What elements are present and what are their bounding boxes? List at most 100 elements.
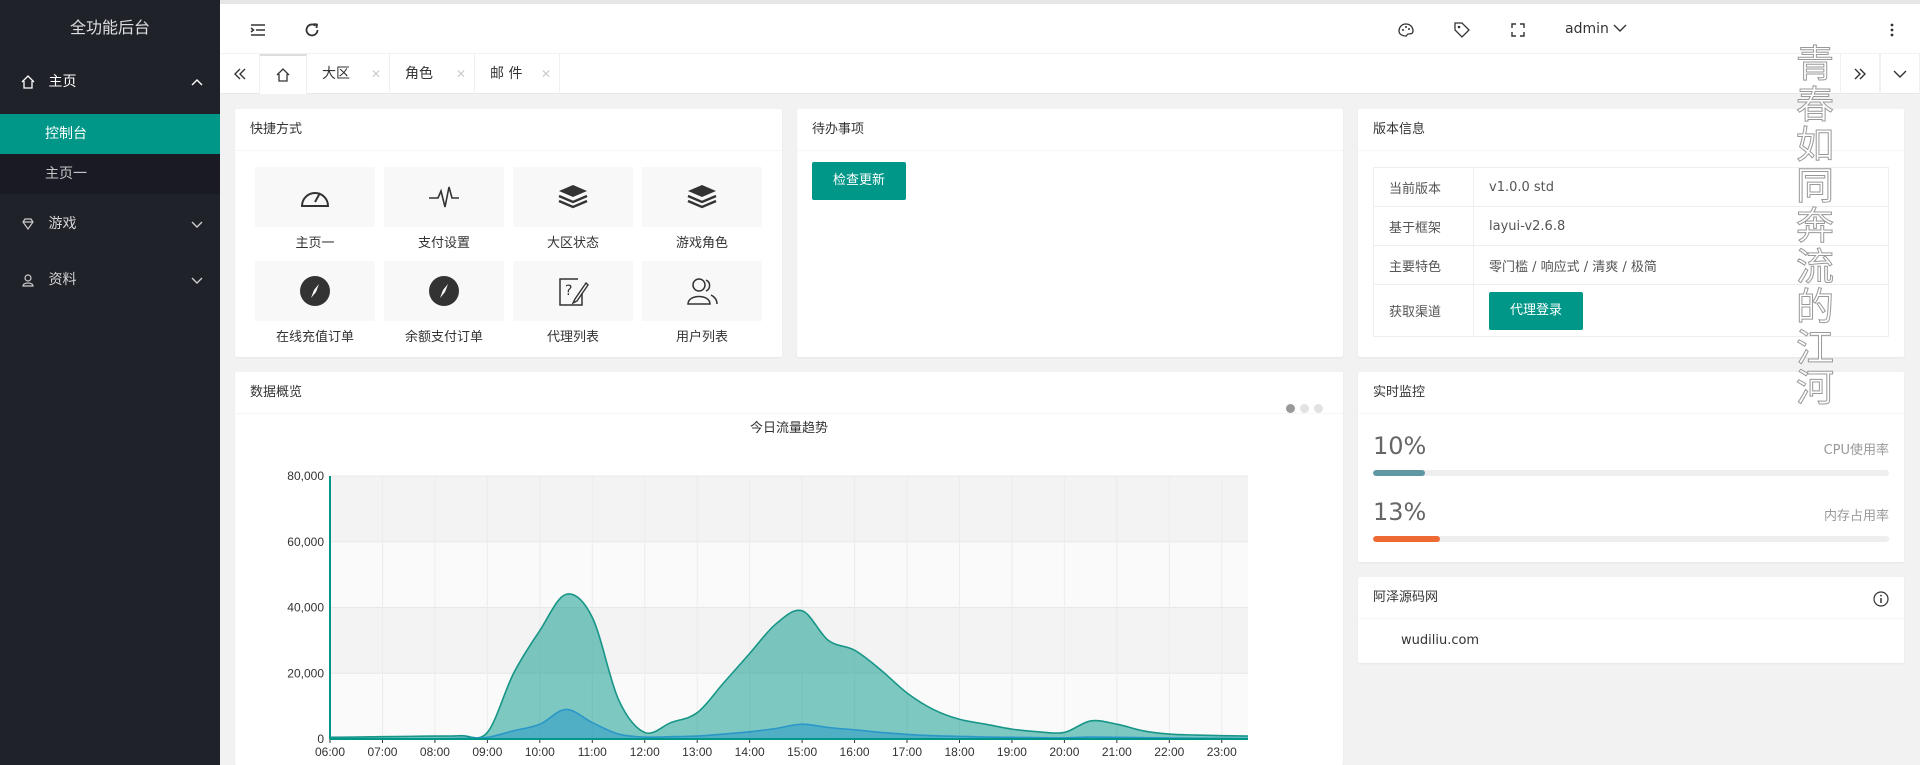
aze-card: 阿泽源码网 wudiliu.com bbox=[1358, 577, 1904, 663]
table-row: 基于框架 layui-v2.6.8 bbox=[1373, 206, 1889, 246]
cpu-progress bbox=[1373, 470, 1889, 476]
close-icon[interactable]: ✕ bbox=[540, 67, 551, 81]
sidebar-item-home[interactable]: 主页 bbox=[0, 56, 220, 108]
carousel-dot[interactable] bbox=[1300, 404, 1309, 413]
fullscreen-button[interactable] bbox=[1506, 18, 1530, 42]
sidebar-item-game[interactable]: 游戏 bbox=[0, 198, 220, 250]
aze-link[interactable]: wudiliu.com bbox=[1401, 633, 1480, 648]
check-update-button[interactable]: 检查更新 bbox=[812, 162, 906, 200]
shortcuts-card: 快捷方式 主页一 支付设置 大区状态 游戏角色 在线充值订单 余额支付订单 ? … bbox=[235, 109, 782, 357]
x-tick-label: 15:00 bbox=[787, 745, 817, 759]
tab-home[interactable] bbox=[260, 54, 307, 94]
y-tick-label: 0 bbox=[317, 732, 324, 746]
username: admin bbox=[1565, 21, 1609, 37]
x-tick-label: 17:00 bbox=[892, 745, 922, 759]
shortcut-home-one[interactable] bbox=[255, 167, 375, 227]
version-card: 版本信息 当前版本 v1.0.0 std 基于框架 layui-v2.6.8 主… bbox=[1358, 109, 1904, 357]
diamond-icon bbox=[22, 218, 34, 231]
table-row: 当前版本 v1.0.0 std bbox=[1373, 167, 1889, 207]
card-title: 版本信息 bbox=[1358, 109, 1904, 151]
tab-region[interactable]: 大区 ✕ bbox=[307, 54, 390, 94]
x-tick-label: 10:00 bbox=[525, 745, 555, 759]
y-tick-label: 60,000 bbox=[287, 535, 324, 549]
table-cell-key: 基于框架 bbox=[1373, 206, 1474, 246]
x-tick-label: 18:00 bbox=[944, 745, 974, 759]
shortcut-label: 用户列表 bbox=[675, 330, 728, 345]
shortcut-agent-list[interactable]: ? bbox=[513, 261, 633, 321]
app-title: 全功能后台 bbox=[69, 18, 150, 37]
tabs-prev-button[interactable] bbox=[220, 54, 260, 94]
shortcut-balance-payment-orders[interactable] bbox=[384, 261, 504, 321]
x-tick-label: 08:00 bbox=[420, 745, 450, 759]
shortcut-label: 大区状态 bbox=[546, 236, 599, 251]
tab-label: 大区 bbox=[322, 66, 350, 82]
refresh-button[interactable] bbox=[300, 18, 324, 42]
grid-band bbox=[330, 541, 1248, 608]
shortcut-online-recharge-orders[interactable] bbox=[255, 261, 375, 321]
shortcut-game-role[interactable] bbox=[642, 167, 762, 227]
version-table: 当前版本 v1.0.0 std 基于框架 layui-v2.6.8 主要特色 零… bbox=[1373, 167, 1889, 337]
carousel-dot-active[interactable] bbox=[1286, 404, 1295, 413]
y-tick-label: 40,000 bbox=[287, 601, 324, 615]
card-title: 实时监控 bbox=[1358, 372, 1904, 414]
double-chevron-right-icon bbox=[1854, 68, 1866, 80]
sidebar-item-label: 资料 bbox=[48, 272, 77, 288]
grid-band bbox=[330, 476, 1248, 542]
layers-icon bbox=[558, 185, 588, 209]
shortcut-label: 支付设置 bbox=[417, 236, 470, 251]
shortcut-region-status[interactable] bbox=[513, 167, 633, 227]
series-area bbox=[330, 593, 1248, 739]
sidebar: 全功能后台 主页 控制台 主页一 游戏 资料 bbox=[0, 0, 220, 765]
shortcut-user-list[interactable] bbox=[642, 261, 762, 321]
sidebar-item-data[interactable]: 资料 bbox=[0, 254, 220, 306]
layers-icon bbox=[687, 185, 717, 209]
home-icon bbox=[276, 68, 290, 82]
top-header: admin bbox=[220, 0, 1920, 54]
watermark-text: 青春如同奔流的江河 bbox=[1795, 42, 1834, 410]
sidebar-item-console[interactable]: 控制台 bbox=[0, 114, 220, 154]
menu-fold-icon bbox=[250, 24, 265, 36]
x-tick-label: 22:00 bbox=[1154, 745, 1184, 759]
chevron-down-icon bbox=[191, 221, 203, 228]
sidebar-item-home-one[interactable]: 主页一 bbox=[0, 154, 220, 194]
carousel-dot[interactable] bbox=[1314, 404, 1323, 413]
close-icon[interactable]: ✕ bbox=[455, 67, 466, 81]
shortcut-payment-settings[interactable] bbox=[384, 167, 504, 227]
shortcut-label: 在线充值订单 bbox=[275, 330, 354, 345]
tabs-menu-button[interactable] bbox=[1880, 54, 1920, 94]
table-cell-value: 代理登录 bbox=[1473, 284, 1889, 337]
users-icon bbox=[687, 278, 718, 305]
tab-role[interactable]: 角色 ✕ bbox=[390, 54, 475, 94]
y-tick-label: 80,000 bbox=[287, 469, 324, 483]
chevron-down-icon bbox=[1613, 24, 1627, 32]
refresh-icon bbox=[305, 23, 319, 37]
table-cell-key: 当前版本 bbox=[1373, 167, 1474, 207]
card-title-text: 数据概览 bbox=[250, 385, 303, 400]
note-button[interactable] bbox=[1450, 18, 1474, 42]
card-title: 数据概览 bbox=[235, 372, 1343, 414]
x-tick-label: 07:00 bbox=[367, 745, 397, 759]
chevron-down-icon bbox=[191, 277, 203, 284]
sidebar-item-label: 游戏 bbox=[48, 216, 77, 232]
table-cell-key: 获取渠道 bbox=[1373, 284, 1474, 337]
x-tick-label: 11:00 bbox=[578, 745, 607, 759]
table-cell-value: v1.0.0 std bbox=[1473, 167, 1889, 207]
close-icon[interactable]: ✕ bbox=[370, 67, 381, 81]
x-tick-label: 13:00 bbox=[682, 745, 712, 759]
theme-button[interactable] bbox=[1394, 18, 1418, 42]
more-button[interactable] bbox=[1880, 18, 1904, 42]
info-icon[interactable] bbox=[1873, 591, 1889, 607]
agent-login-button[interactable]: 代理登录 bbox=[1489, 291, 1583, 330]
tab-mail[interactable]: 邮 件 ✕ bbox=[475, 54, 560, 94]
x-tick-label: 06:00 bbox=[315, 745, 345, 759]
card-title-text: 阿泽源码网 bbox=[1373, 590, 1439, 605]
x-tick-label: 23:00 bbox=[1207, 745, 1237, 759]
card-title: 阿泽源码网 bbox=[1358, 577, 1904, 619]
menu-toggle-button[interactable] bbox=[246, 18, 270, 42]
question-edit-icon: ? bbox=[559, 278, 589, 306]
chart-title: 今日流量趋势 bbox=[750, 420, 828, 435]
tabs-next-button[interactable] bbox=[1840, 54, 1880, 94]
user-menu[interactable]: admin bbox=[1565, 21, 1627, 37]
memory-label: 内存占用率 bbox=[1823, 509, 1889, 524]
sidebar-item-label: 主页 bbox=[48, 74, 77, 90]
